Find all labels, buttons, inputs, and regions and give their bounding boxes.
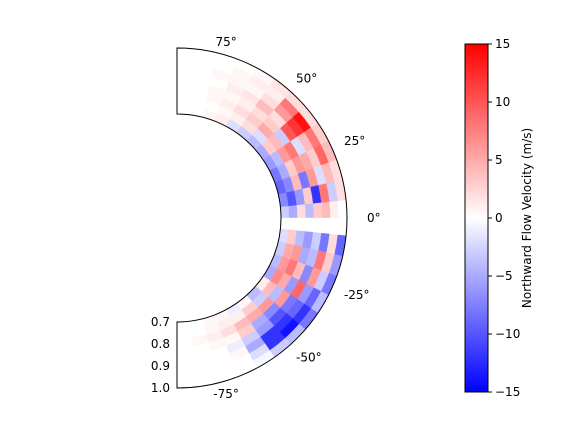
- heatmap-cell: [176, 72, 195, 83]
- colorbar-tick-label: 0: [495, 211, 503, 225]
- heatmap-cell: [176, 47, 198, 58]
- heatmap-cell: [296, 217, 306, 232]
- heatmap-cell: [176, 370, 197, 380]
- theta-tick-label: -50°: [296, 350, 322, 364]
- colorbar: 15 10 5 0 −5 −10 −15 Northward Flow Velocity (…: [464, 37, 534, 399]
- heatmap-cell: [176, 321, 191, 331]
- heatmap-cell: [337, 200, 348, 219]
- heatmap-cell: [176, 337, 193, 347]
- wedge-outline: [176, 47, 348, 389]
- r-tick-label: 0.8: [151, 337, 170, 351]
- heatmap-cell: [313, 202, 323, 219]
- theta-tick-label: -75°: [213, 387, 239, 401]
- colorbar-tick-label: −15: [495, 385, 520, 399]
- heatmap-cell: [288, 205, 298, 219]
- heatmap-cell: [321, 217, 331, 235]
- heatmap-cell: [337, 217, 348, 236]
- heatmap-cell: [176, 80, 194, 91]
- heatmap-cell: [280, 206, 290, 219]
- heatmap-cell: [296, 204, 306, 219]
- colorbar-tick-label: 5: [495, 153, 503, 167]
- theta-tick-label: 25°: [344, 134, 365, 148]
- heatmap-cell: [304, 217, 315, 233]
- heatmap-cell: [329, 217, 339, 236]
- heatmap-cell: [176, 97, 192, 107]
- heatmap-cell: [321, 201, 331, 219]
- heatmap-cells: [176, 47, 348, 389]
- heatmap-cell: [280, 217, 290, 230]
- colorbar-gradient: [464, 43, 489, 393]
- heatmap-cell: [329, 200, 339, 219]
- heatmap-cell: [304, 203, 315, 219]
- theta-tick-label: 50°: [296, 72, 317, 86]
- colorbar-tick-label: 15: [495, 37, 510, 51]
- heatmap-cell: [176, 56, 197, 66]
- heatmap-cell: [176, 89, 193, 99]
- heatmap-cell: [176, 329, 192, 339]
- r-tick-label: 1.0: [151, 381, 170, 395]
- r-tick-label: 0.9: [151, 359, 170, 373]
- colorbar-tick-label: 10: [495, 95, 510, 109]
- theta-tick-label: 0°: [367, 211, 381, 225]
- colorbar-label: Northward Flow Velocity (m/s): [520, 128, 534, 308]
- wedge-border: [176, 47, 348, 389]
- theta-tick-labels: 75° 50° 25° 0° -25° -50° -75°: [213, 35, 380, 401]
- heatmap-cell: [176, 64, 196, 75]
- colorbar-tick-label: −10: [495, 327, 520, 341]
- heatmap-cell: [288, 217, 298, 231]
- heatmap-cell: [176, 105, 191, 115]
- heatmap-cell: [176, 345, 194, 356]
- heatmap-cell: [176, 361, 196, 372]
- heatmap-cell: [176, 353, 195, 364]
- colorbar-ticks: 15 10 5 0 −5 −10 −15: [488, 37, 520, 399]
- r-tick-label: 0.7: [151, 315, 170, 329]
- heatmap-cell: [176, 378, 198, 389]
- colorbar-tick-label: −5: [495, 269, 513, 283]
- heatmap-cell: [313, 217, 323, 234]
- r-tick-labels: 0.7 0.8 0.9 1.0: [151, 315, 170, 395]
- theta-tick-label: 75°: [215, 35, 236, 49]
- theta-tick-label: -25°: [344, 288, 370, 302]
